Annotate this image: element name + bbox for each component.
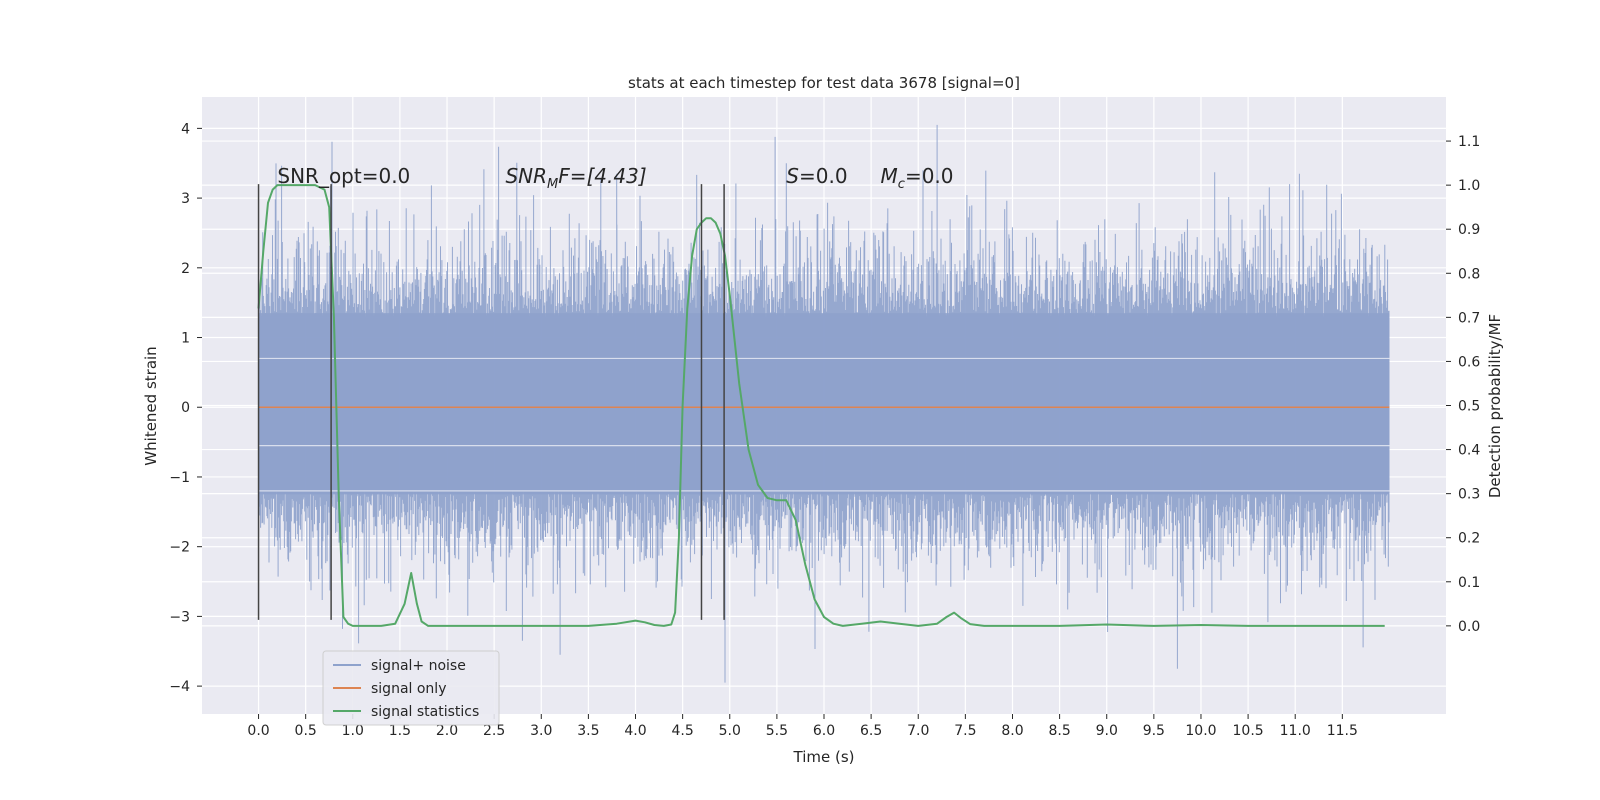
y-tick-label-right: 0.2 [1458,531,1480,547]
y-tick-label-left: −3 [169,609,190,625]
series-signal-statistics [257,184,1385,627]
vertical-markers [257,184,725,620]
y-tick-label-left: 0 [181,400,190,416]
x-tick-label: 11.5 [1327,723,1358,739]
x-tick-label: 6.0 [813,723,835,739]
noise-series [258,124,1390,683]
y-tick-label-left: 2 [181,261,190,277]
x-tick-label: 0.5 [295,723,317,739]
legend-entry-label: signal statistics [371,704,479,720]
x-tick-label: 2.0 [436,723,458,739]
y-tick-label-right: 0.3 [1458,487,1480,503]
y-tick-label-right: 0.0 [1458,619,1480,635]
x-tick-label: 5.0 [719,723,741,739]
x-tick-label: 8.5 [1048,723,1070,739]
x-tick-label: 10.5 [1233,723,1264,739]
annotations: SNR_opt=0.0 SNRMF=[4.43] S=0.0 Mc=0.0 [277,164,953,192]
legend-entry-label: signal+ noise [371,658,466,674]
annotation-text: SNRMF=[4.43] [505,164,646,192]
y-axis-label-left: Whitened strain [142,346,160,465]
y-tick-label-right: 0.5 [1458,399,1480,415]
y-tick-label-left: 1 [181,331,190,347]
y-tick-label-left: −1 [169,470,190,486]
y-tick-label-right: 1.0 [1458,178,1480,194]
x-tick-label: 8.0 [1001,723,1023,739]
annotation-text: Mc=0.0 [881,164,954,192]
x-tick-label: 7.5 [954,723,976,739]
x-tick-label: 11.0 [1280,723,1311,739]
y-tick-label-right: 1.1 [1458,134,1480,150]
y-tick-label-right: 0.8 [1458,266,1480,282]
x-tick-label: 0.0 [247,723,269,739]
x-tick-label: 1.5 [389,723,411,739]
y-tick-label-right: 0.1 [1458,575,1480,591]
y-tick-label-left: −2 [169,540,190,556]
y-tick-label-right: 0.7 [1458,310,1480,326]
y-tick-label-right: 0.6 [1458,354,1480,370]
legend-entry-label: signal only [371,681,446,697]
x-tick-label: 10.0 [1185,723,1216,739]
y-tick-label-right: 0.4 [1458,443,1480,459]
chart-title: stats at each timestep for test data 367… [628,74,1020,92]
x-tick-label: 1.0 [342,723,364,739]
annotation-text: S=0.0 [786,164,847,188]
x-tick-label: 4.5 [672,723,694,739]
legend-box [322,650,500,726]
x-tick-label: 6.5 [860,723,882,739]
x-axis-label: Time (s) [793,748,855,766]
y-tick-label-left: 4 [181,121,190,137]
x-tick-label: 3.0 [530,723,552,739]
ticks: 0.0 0.5 1.0 1.5 2.0 2.5 3.0 3.5 4.0 4.5 5.0 5.5 6.0 6… [169,121,1480,739]
x-tick-label: 5.5 [766,723,788,739]
y-tick-label-left: −4 [169,679,190,695]
y-tick-label-right: 0.9 [1458,222,1480,238]
x-tick-label: 3.5 [577,723,599,739]
line-series [257,184,1390,627]
x-tick-label: 9.5 [1143,723,1165,739]
x-tick-label: 2.5 [483,723,505,739]
y-axis-label-right: Detection probability/MF [1486,314,1504,498]
legend: signal+ noise signal only signal statistic… [322,650,500,726]
y-tick-label-left: 3 [181,191,190,207]
x-tick-label: 4.0 [624,723,646,739]
annotation-text: SNR_opt=0.0 [277,164,410,188]
x-tick-label: 7.0 [907,723,929,739]
x-tick-label: 9.0 [1096,723,1118,739]
